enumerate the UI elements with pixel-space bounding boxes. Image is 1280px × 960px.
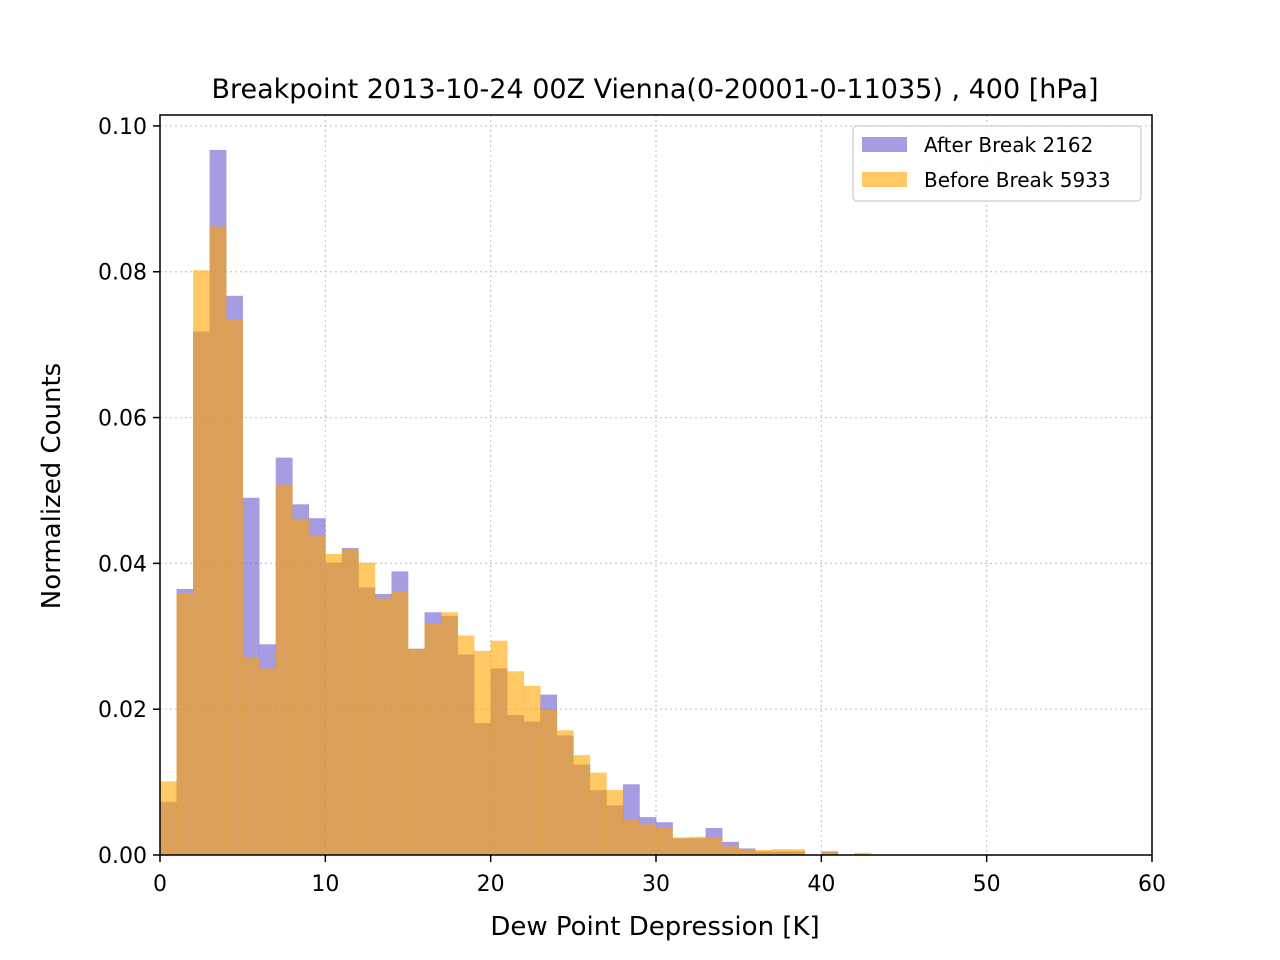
y-axis-ticks: 0.00 0.02 0.04 0.06 0.08 0.10 — [98, 115, 160, 869]
before-break-bar — [507, 671, 525, 855]
y-tick-label: 0.10 — [98, 115, 147, 140]
before-break-bar — [457, 635, 475, 855]
before-break-bar — [358, 562, 376, 855]
before-break-bar — [424, 623, 442, 855]
before-break-bars — [160, 226, 872, 855]
before-break-bar — [160, 781, 177, 855]
before-break-bar — [193, 270, 210, 855]
before-break-bar — [788, 849, 806, 855]
before-break-bar — [573, 755, 591, 855]
before-break-bar — [854, 852, 872, 855]
before-break-bar — [738, 849, 756, 855]
legend-box — [852, 125, 1142, 202]
before-break-bar — [292, 518, 310, 855]
before-break-bar — [325, 553, 343, 855]
before-break-bar — [275, 484, 293, 855]
x-tick-label: 60 — [1138, 872, 1166, 897]
before-break-bar — [408, 648, 425, 855]
before-break-bar — [441, 612, 458, 855]
before-break-bar — [821, 852, 839, 855]
legend: After Break 2162 Before Break 5933 — [852, 125, 1142, 202]
before-break-bar — [755, 849, 773, 855]
before-break-bar — [540, 709, 558, 855]
before-break-bar — [259, 668, 277, 855]
before-break-bar — [672, 837, 690, 855]
x-tick-label: 0 — [153, 872, 167, 897]
y-tick-label: 0.08 — [98, 261, 147, 286]
before-break-bar — [639, 824, 657, 855]
y-tick-label: 0.02 — [98, 698, 147, 723]
y-tick-label: 0.04 — [98, 552, 147, 577]
before-break-bar — [689, 836, 706, 855]
x-tick-label: 20 — [477, 872, 505, 897]
before-break-bar — [226, 319, 243, 855]
x-tick-label: 10 — [311, 872, 339, 897]
y-tick-label: 0.06 — [98, 407, 147, 432]
before-break-bar-swatch — [862, 172, 907, 187]
after-break-bar-swatch — [862, 137, 907, 152]
before-break-bar — [722, 846, 739, 855]
before-break-bar — [308, 535, 326, 855]
before-break-bar — [474, 650, 491, 855]
after-break-legend-label: After Break 2162 — [924, 133, 1093, 157]
x-tick-label: 30 — [642, 872, 670, 897]
before-break-bar — [490, 640, 508, 855]
before-break-bar — [771, 849, 789, 855]
x-axis-ticks: 0 10 20 30 40 50 60 — [153, 855, 1166, 897]
before-break-bar — [374, 598, 392, 855]
x-tick-label: 50 — [973, 872, 1001, 897]
before-break-bar — [556, 730, 574, 855]
before-break-bar — [622, 819, 640, 855]
y-axis-label: Normalized Counts — [37, 363, 67, 609]
chart-title: Breakpoint 2013-10-24 00Z Vienna(0-20001… — [211, 74, 1098, 105]
before-break-bar — [705, 837, 723, 855]
before-break-legend-label: Before Break 5933 — [924, 168, 1111, 192]
before-break-bar — [606, 790, 624, 855]
before-break-bar — [391, 591, 409, 855]
before-break-bar — [242, 657, 260, 855]
before-break-bar — [523, 685, 541, 855]
before-break-bar — [209, 226, 227, 855]
before-break-bar — [341, 549, 359, 855]
x-axis-label: Dew Point Depression [K] — [490, 912, 819, 942]
y-tick-label: 0.00 — [98, 844, 147, 869]
before-break-bar — [589, 772, 607, 855]
before-break-bar — [176, 593, 194, 855]
x-tick-label: 40 — [807, 872, 835, 897]
before-break-bar — [656, 827, 673, 855]
